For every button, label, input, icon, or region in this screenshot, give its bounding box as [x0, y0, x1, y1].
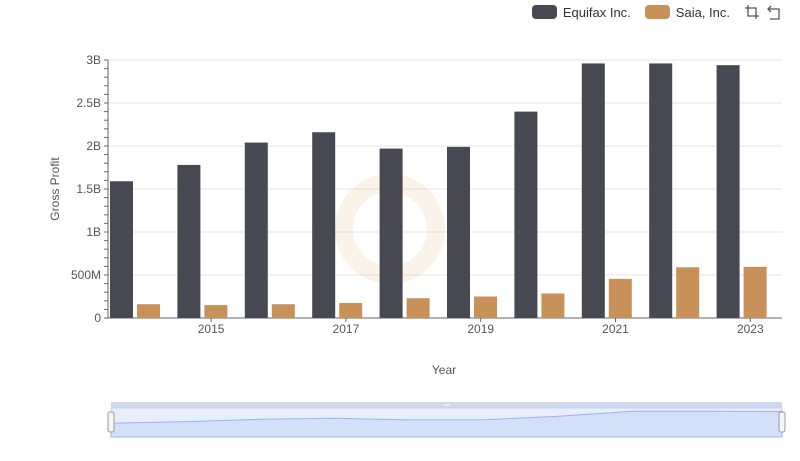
navigator-handle-left[interactable] — [107, 411, 115, 433]
y-tick-label: 0 — [94, 311, 101, 325]
bar-equifax-2023[interactable] — [716, 65, 740, 318]
legend-swatch-saia — [644, 5, 670, 19]
y-tick-label: 2.5B — [76, 96, 101, 110]
bar-equifax-2014[interactable] — [110, 181, 133, 318]
x-tick-label: 2019 — [467, 322, 494, 336]
bar-equifax-2015[interactable] — [177, 164, 201, 318]
legend-label-saia: Saia, Inc. — [675, 4, 730, 20]
bar-equifax-2022[interactable] — [649, 63, 673, 318]
y-tick-label: 3B — [86, 53, 101, 67]
y-tick-label: 2B — [86, 139, 101, 153]
bar-saia-2021[interactable] — [608, 278, 632, 318]
y-tick-label: 500M — [71, 268, 101, 282]
bar-saia-2022[interactable] — [676, 267, 700, 318]
x-tick-label: 2015 — [198, 322, 225, 336]
legend-label-equifax: Equifax Inc. — [562, 4, 631, 20]
zoom-box-icon[interactable] — [744, 4, 760, 20]
bar-saia-2019[interactable] — [474, 296, 497, 319]
x-tick-label: 2023 — [737, 322, 764, 336]
bar-saia-2014[interactable] — [137, 304, 160, 318]
bar-equifax-2016[interactable] — [244, 142, 268, 318]
bar-saia-2023[interactable] — [743, 266, 767, 318]
y-axis-title: Gross Profit — [48, 157, 62, 221]
bar-equifax-2021[interactable] — [581, 63, 605, 318]
bar-saia-2016[interactable] — [271, 304, 295, 318]
bar-saia-2015[interactable] — [204, 305, 228, 318]
legend: Equifax Inc. Saia, Inc. — [531, 4, 782, 20]
y-tick-label: 1B — [86, 225, 101, 239]
reset-zoom-icon[interactable] — [766, 4, 782, 20]
legend-swatch-equifax — [531, 5, 557, 19]
x-tick-label: 2017 — [333, 322, 360, 336]
navigator-handle-right[interactable] — [778, 411, 786, 433]
bar-equifax-2019[interactable] — [447, 146, 470, 318]
legend-item-equifax[interactable]: Equifax Inc. — [531, 4, 631, 20]
y-tick-label: 1.5B — [76, 182, 101, 196]
bar-saia-2017[interactable] — [339, 302, 363, 318]
bar-saia-2020[interactable] — [541, 293, 565, 318]
x-axis-title: Year — [432, 363, 456, 377]
bar-saia-2018[interactable] — [406, 298, 430, 318]
bar-equifax-2020[interactable] — [514, 111, 538, 318]
bar-equifax-2017[interactable] — [312, 132, 336, 318]
bar-equifax-2018[interactable] — [379, 148, 403, 318]
legend-item-saia[interactable]: Saia, Inc. — [644, 4, 730, 20]
x-tick-label: 2021 — [602, 322, 629, 336]
